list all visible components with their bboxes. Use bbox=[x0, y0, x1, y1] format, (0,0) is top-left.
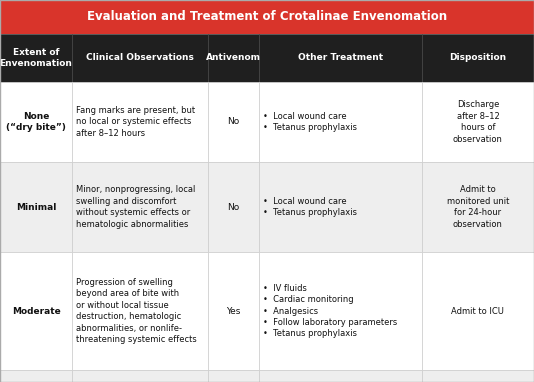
Text: Extent of
Envenomation: Extent of Envenomation bbox=[0, 48, 73, 68]
Bar bbox=[72, 34, 208, 82]
Bar bbox=[0, 370, 72, 382]
Text: Admit to
monitored unit
for 24-hour
observation: Admit to monitored unit for 24-hour obse… bbox=[447, 185, 509, 229]
Text: Progression of swelling
beyond area of bite with
or without local tissue
destruc: Progression of swelling beyond area of b… bbox=[76, 278, 197, 344]
Bar bbox=[259, 370, 422, 382]
Text: Minor, nonprogressing, local
swelling and discomfort
without systemic effects or: Minor, nonprogressing, local swelling an… bbox=[76, 185, 195, 229]
Bar bbox=[208, 370, 259, 382]
Bar bbox=[422, 162, 534, 252]
Bar bbox=[422, 82, 534, 162]
Text: •  IV fluids
•  Cardiac monitoring
•  Analgesics
•  Follow laboratory parameters: • IV fluids • Cardiac monitoring • Analg… bbox=[263, 283, 397, 338]
Text: Admit to ICU: Admit to ICU bbox=[451, 306, 505, 316]
Bar bbox=[259, 252, 422, 370]
Text: No: No bbox=[227, 118, 240, 126]
Text: None
(“dry bite”): None (“dry bite”) bbox=[6, 112, 66, 132]
Bar bbox=[0, 34, 72, 82]
Bar bbox=[0, 0, 534, 34]
Bar bbox=[422, 252, 534, 370]
Bar bbox=[259, 82, 422, 162]
Text: Evaluation and Treatment of Crotalinae Envenomation: Evaluation and Treatment of Crotalinae E… bbox=[87, 10, 447, 24]
Text: •  Local wound care
•  Tetanus prophylaxis: • Local wound care • Tetanus prophylaxis bbox=[263, 197, 357, 217]
Text: Disposition: Disposition bbox=[450, 53, 506, 63]
Bar bbox=[208, 162, 259, 252]
Bar bbox=[72, 370, 208, 382]
Text: Yes: Yes bbox=[226, 306, 241, 316]
Bar bbox=[72, 82, 208, 162]
Bar bbox=[0, 162, 72, 252]
Bar bbox=[72, 252, 208, 370]
Bar bbox=[208, 252, 259, 370]
Text: Discharge
after 8–12
hours of
observation: Discharge after 8–12 hours of observatio… bbox=[453, 100, 503, 144]
Text: Other Treatment: Other Treatment bbox=[298, 53, 383, 63]
Bar bbox=[422, 370, 534, 382]
Text: Antivenom: Antivenom bbox=[206, 53, 261, 63]
Bar bbox=[259, 34, 422, 82]
Bar bbox=[259, 162, 422, 252]
Bar bbox=[0, 252, 72, 370]
Bar bbox=[422, 34, 534, 82]
Text: Moderate: Moderate bbox=[12, 306, 60, 316]
Bar bbox=[208, 34, 259, 82]
Text: No: No bbox=[227, 202, 240, 212]
Text: Clinical Observations: Clinical Observations bbox=[86, 53, 194, 63]
Bar bbox=[72, 162, 208, 252]
Bar bbox=[208, 82, 259, 162]
Text: Minimal: Minimal bbox=[16, 202, 56, 212]
Text: •  Local wound care
•  Tetanus prophylaxis: • Local wound care • Tetanus prophylaxis bbox=[263, 112, 357, 132]
Text: Fang marks are present, but
no local or systemic effects
after 8–12 hours: Fang marks are present, but no local or … bbox=[76, 106, 195, 138]
Bar bbox=[0, 82, 72, 162]
